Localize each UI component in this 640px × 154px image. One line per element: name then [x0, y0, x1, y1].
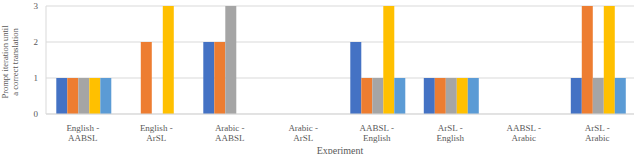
- svg-text:3: 3: [34, 1, 39, 11]
- svg-text:0: 0: [34, 109, 39, 119]
- svg-text:ArSL -English: ArSL -English: [436, 123, 464, 143]
- svg-text:AABSL -English: AABSL -English: [360, 123, 394, 143]
- svg-text:ArSL -Arabic: ArSL -Arabic: [585, 123, 610, 143]
- svg-text:Prompt iteration untila correc: Prompt iteration untila correct translat…: [8, 25, 20, 99]
- svg-text:English -AABSL: English -AABSL: [66, 123, 99, 143]
- svg-text:English -ArSL: English -ArSL: [140, 123, 173, 143]
- svg-text:2: 2: [34, 37, 39, 47]
- svg-text:AABSL -Arabic: AABSL -Arabic: [507, 123, 541, 143]
- svg-text:Experiment: Experiment: [317, 145, 364, 154]
- svg-text:Arabic -AABSL: Arabic -AABSL: [215, 123, 245, 143]
- svg-text:Arabic -ArSL: Arabic -ArSL: [288, 123, 318, 143]
- svg-text:1: 1: [34, 73, 39, 83]
